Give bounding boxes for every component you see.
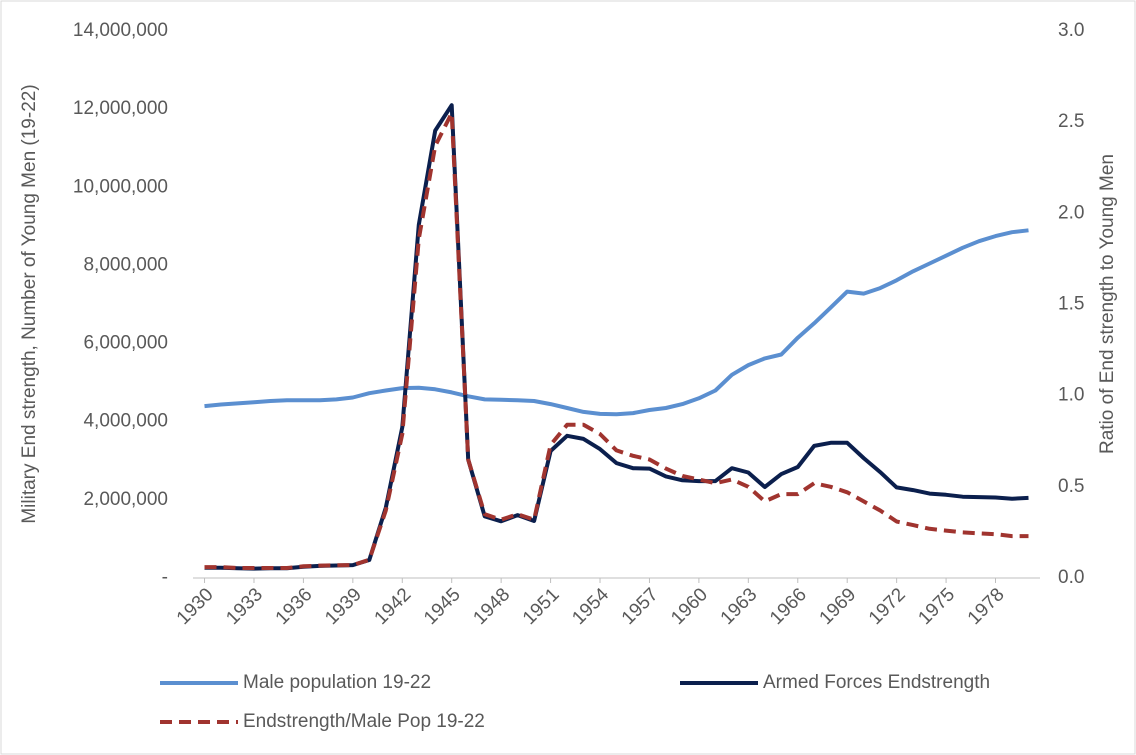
y-tick-label: 4,000,000 — [83, 411, 168, 432]
y2-tick-label: 1.5 — [1058, 294, 1084, 315]
y2-tick-label: 0.0 — [1058, 567, 1084, 588]
y2-tick-label: 0.5 — [1058, 476, 1084, 497]
y2-tick-label: 1.0 — [1058, 385, 1084, 406]
y-tick-label: 8,000,000 — [83, 254, 168, 275]
series-line — [204, 228, 1029, 417]
legend-label: Armed Forces Endstrength — [763, 672, 990, 693]
y-tick-label: 6,000,000 — [83, 333, 168, 354]
y-tick-label: 2,000,000 — [83, 489, 168, 510]
y-tick-label: 12,000,000 — [73, 98, 168, 119]
y2-tick-label: 2.5 — [1058, 111, 1084, 132]
y-tick-label: 10,000,000 — [73, 176, 168, 197]
y-tick-label: 14,000,000 — [73, 20, 168, 41]
y2-axis-label: Ratio of End strength to Young Men — [1097, 154, 1118, 454]
y2-tick-label: 3.0 — [1058, 20, 1084, 41]
y-axis-label: Military End strength, Number of Young M… — [19, 84, 40, 523]
series-line — [204, 111, 1029, 570]
y-tick-label: - — [162, 567, 168, 588]
legend-label: Male population 19-22 — [243, 672, 431, 693]
y2-tick-label: 2.0 — [1058, 202, 1084, 223]
legend-label: Endstrength/Male Pop 19-22 — [243, 711, 485, 732]
